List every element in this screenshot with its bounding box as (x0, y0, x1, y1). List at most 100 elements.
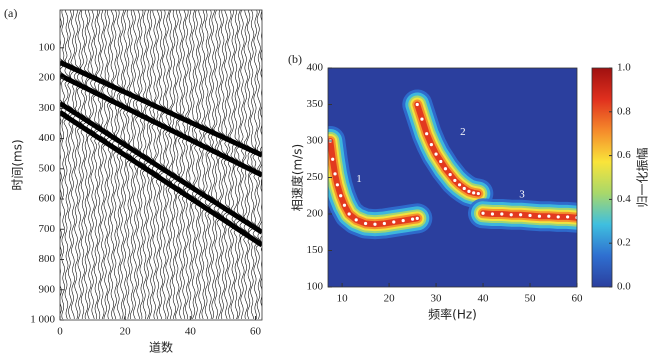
y-tick-label: 100 (307, 281, 324, 293)
event (60, 101, 262, 235)
x-tick-label: 40 (478, 293, 490, 305)
picked-point (556, 215, 560, 219)
trace (86, 10, 93, 320)
picked-point (429, 143, 433, 147)
x-axis-label: 道数 (149, 340, 173, 355)
trace (183, 10, 192, 320)
trace (223, 10, 231, 320)
energy (328, 89, 577, 240)
x-tick-label: 20 (384, 293, 396, 305)
picked-point (392, 220, 396, 224)
trace (73, 10, 81, 320)
picked-point (481, 211, 485, 215)
trace (83, 10, 90, 320)
picked-point (467, 189, 471, 193)
trace (165, 10, 173, 320)
colorbar-label: 归一化振幅 (635, 147, 650, 207)
trace (89, 10, 98, 320)
trace (109, 10, 116, 320)
trace (209, 10, 217, 320)
y-tick-label: 600 (39, 193, 56, 205)
trace (94, 10, 102, 320)
y-tick-label: 700 (39, 223, 56, 235)
picked-point (500, 212, 504, 216)
y-tick-label: 900 (39, 283, 56, 295)
trace (148, 10, 156, 320)
trace (190, 10, 198, 320)
picked-point (354, 218, 358, 222)
y-tick-label: 150 (307, 244, 324, 256)
trace (225, 10, 234, 320)
x-axis-label: 频率(Hz) (428, 307, 477, 322)
picked-point (425, 132, 429, 136)
trace (60, 10, 68, 320)
mode-label: 1 (356, 173, 362, 185)
y-axis-label: 相速度(m/s) (290, 144, 305, 211)
picked-point (335, 183, 339, 187)
colorbar-tick-label: 0.0 (617, 281, 631, 293)
trace (248, 10, 257, 320)
colorbar (591, 67, 613, 288)
colorbar-tick-label: 0.2 (617, 237, 631, 249)
y-tick-label: 200 (307, 208, 324, 220)
picked-point (415, 216, 419, 220)
y-tick-label: 500 (39, 162, 56, 174)
picked-point (342, 203, 347, 207)
picked-point (457, 183, 462, 187)
picked-point (333, 172, 337, 176)
y-tick-label: 1 000 (30, 314, 55, 326)
x-tick-label: 0 (57, 326, 63, 338)
picked-point (401, 218, 405, 223)
x-tick-label: 40 (185, 326, 197, 338)
trace (193, 10, 200, 320)
traces (60, 10, 262, 320)
plot-frame (59, 9, 263, 321)
trace (63, 10, 71, 320)
trace (128, 10, 135, 320)
y-tick-label: 200 (39, 72, 56, 84)
trace (144, 10, 152, 320)
trace (246, 10, 254, 320)
panel-label: (a) (4, 6, 17, 20)
trace (197, 10, 205, 320)
y-tick-label: 100 (39, 41, 56, 53)
trace (174, 10, 182, 320)
trace (204, 10, 211, 320)
trace (181, 10, 188, 320)
trace (216, 10, 225, 320)
colorbar-tick-label: 0.4 (617, 193, 631, 205)
y-tick-label: 800 (39, 253, 56, 265)
trace (69, 10, 77, 320)
x-tick-label: 60 (572, 293, 584, 305)
event (60, 60, 262, 158)
x-tick-label: 50 (525, 293, 537, 305)
y-tick-label: 400 (307, 62, 324, 74)
trace (255, 10, 262, 320)
trace (186, 10, 195, 320)
trace (199, 10, 208, 320)
trace (170, 10, 178, 320)
picked-point (410, 217, 415, 221)
picked-point (347, 212, 351, 216)
trace (167, 10, 174, 320)
x-tick-label: 10 (337, 293, 349, 305)
panel-label: (b) (288, 52, 302, 66)
trace (112, 10, 119, 320)
picked-point (339, 194, 343, 198)
colorbar-tick-label: 1.0 (617, 62, 631, 74)
picked-point (547, 214, 551, 218)
trace (67, 10, 74, 320)
trace (138, 10, 146, 320)
y-tick-label: 250 (307, 171, 324, 183)
trace (158, 10, 166, 320)
x-tick-label: 60 (250, 326, 262, 338)
trace (213, 10, 221, 320)
event (60, 73, 262, 178)
picked-point (363, 221, 368, 226)
trace (92, 10, 101, 320)
event (60, 110, 262, 248)
y-tick-label: 350 (307, 98, 324, 110)
picked-point (509, 213, 513, 217)
